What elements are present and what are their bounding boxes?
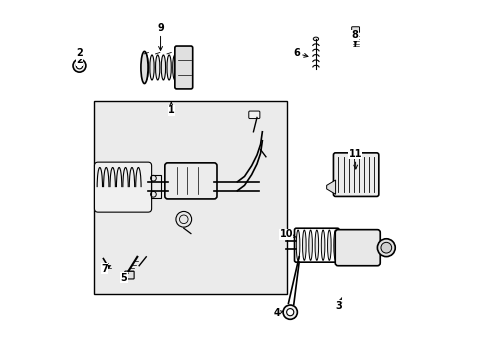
Ellipse shape	[149, 55, 154, 80]
Circle shape	[73, 59, 86, 72]
Ellipse shape	[141, 51, 148, 84]
Ellipse shape	[172, 55, 177, 80]
FancyBboxPatch shape	[335, 230, 380, 266]
Bar	[94, 102, 287, 294]
Text: 9: 9	[157, 23, 163, 50]
Ellipse shape	[333, 230, 337, 260]
FancyBboxPatch shape	[351, 27, 359, 32]
Ellipse shape	[166, 55, 171, 80]
Circle shape	[150, 192, 156, 197]
Polygon shape	[326, 180, 335, 194]
Circle shape	[377, 239, 394, 257]
FancyBboxPatch shape	[94, 162, 151, 212]
Ellipse shape	[302, 230, 305, 260]
Text: 5: 5	[121, 273, 128, 283]
Ellipse shape	[296, 230, 299, 260]
FancyBboxPatch shape	[248, 111, 259, 118]
Text: 8: 8	[351, 30, 358, 44]
FancyBboxPatch shape	[175, 46, 192, 89]
Circle shape	[283, 305, 297, 319]
Text: 7: 7	[101, 264, 110, 274]
Text: 10: 10	[279, 229, 296, 239]
Text: 3: 3	[334, 298, 341, 311]
Ellipse shape	[308, 230, 312, 260]
Circle shape	[286, 309, 293, 316]
Text: 4: 4	[273, 308, 283, 318]
FancyBboxPatch shape	[124, 271, 134, 279]
Ellipse shape	[161, 55, 165, 80]
Ellipse shape	[155, 55, 160, 80]
Circle shape	[380, 242, 391, 253]
FancyBboxPatch shape	[333, 153, 378, 197]
Ellipse shape	[314, 230, 318, 260]
Ellipse shape	[321, 230, 324, 260]
Circle shape	[76, 63, 82, 69]
Circle shape	[150, 175, 156, 181]
Text: 2: 2	[76, 55, 82, 65]
Text: 6: 6	[292, 48, 307, 58]
Ellipse shape	[144, 55, 148, 80]
Ellipse shape	[327, 230, 330, 260]
FancyBboxPatch shape	[164, 163, 217, 199]
Text: 1: 1	[167, 102, 174, 115]
Circle shape	[176, 211, 191, 227]
Ellipse shape	[313, 37, 318, 41]
Text: 2: 2	[76, 48, 82, 58]
Text: 11: 11	[348, 149, 361, 169]
